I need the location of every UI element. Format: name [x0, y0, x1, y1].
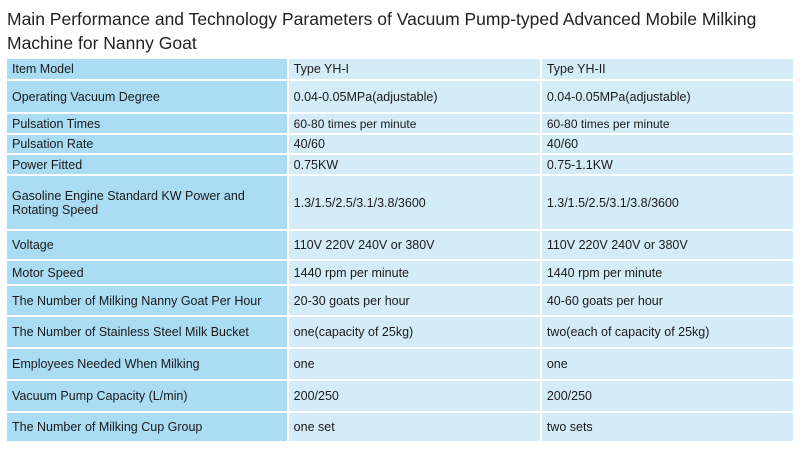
table-row: Pulsation Times 60-80 times per minute 60-…	[5, 112, 796, 135]
parameter-value: 110V 220V 240V or 380V	[286, 229, 542, 261]
parameter-label: Operating Vacuum Degree	[5, 79, 289, 114]
parameter-label: The Number of Milking Nanny Goat Per Hou…	[5, 284, 289, 317]
parameter-value: one set	[286, 411, 542, 443]
parameter-label: Pulsation Rate	[5, 133, 289, 155]
parameter-label: Pulsation Times	[5, 112, 289, 135]
parameter-value: 1.3/1.5/2.5/3.1/3.8/3600	[539, 174, 796, 231]
parameter-value: 60-80 times per minute	[286, 112, 542, 135]
parameter-value: 200/250	[539, 379, 796, 413]
parameter-label: Vacuum Pump Capacity (L/min)	[5, 379, 289, 413]
parameters-table: Item Model Type YH-I Type YH-II Operating V…	[5, 57, 796, 443]
parameter-label: Motor Speed	[5, 259, 289, 286]
parameter-value: one(capacity of 25kg)	[286, 315, 542, 349]
parameter-value: one	[539, 347, 796, 381]
parameter-value: 1.3/1.5/2.5/3.1/3.8/3600	[286, 174, 542, 231]
parameter-value: 40/60	[539, 133, 796, 155]
parameter-label: The Number of Milking Cup Group	[5, 411, 289, 443]
parameter-value: Type YH-II	[539, 57, 796, 81]
parameter-value: 20-30 goats per hour	[286, 284, 542, 317]
parameter-label: Item Model	[5, 57, 289, 81]
page-title: Main Performance and Technology Paramete…	[7, 9, 757, 53]
table-row: Vacuum Pump Capacity (L/min) 200/250 200/2…	[5, 379, 796, 413]
parameter-label: Employees Needed When Milking	[5, 347, 289, 381]
table-row: Motor Speed 1440 rpm per minute 1440 rpm p…	[5, 259, 796, 286]
parameter-label: Voltage	[5, 229, 289, 261]
parameter-value: 40-60 goats per hour	[539, 284, 796, 317]
parameter-label: Power Fitted	[5, 153, 289, 176]
parameter-value: two(each of capacity of 25kg)	[539, 315, 796, 349]
table-row: The Number of Milking Cup Group one set tw…	[5, 411, 796, 443]
parameter-value: one	[286, 347, 542, 381]
parameter-value: 60-80 times per minute	[539, 112, 796, 135]
parameter-value: 0.04-0.05MPa(adjustable)	[286, 79, 542, 114]
parameter-value: two sets	[539, 411, 796, 443]
parameter-value: 0.75KW	[286, 153, 542, 176]
table-row: Operating Vacuum Degree 0.04-0.05MPa(adju…	[5, 79, 796, 114]
parameter-value: 1440 rpm per minute	[539, 259, 796, 286]
table-header-row: Item Model Type YH-I Type YH-II	[5, 57, 796, 81]
parameter-value: 200/250	[286, 379, 542, 413]
parameter-value: Type YH-I	[286, 57, 542, 81]
parameter-label: Gasoline Engine Standard KW Power and Ro…	[5, 174, 289, 231]
table-row: Power Fitted 0.75KW 0.75-1.1KW	[5, 153, 796, 176]
parameter-value: 110V 220V 240V or 380V	[539, 229, 796, 261]
table-row: The Number of Stainless Steel Milk Bucke…	[5, 315, 796, 349]
table-row: The Number of Milking Nanny Goat Per Hou…	[5, 284, 796, 317]
table-row: Voltage 110V 220V 240V or 380V 110V 220V 2…	[5, 229, 796, 261]
table-row: Pulsation Rate 40/60 40/60	[5, 133, 796, 155]
table-row: Gasoline Engine Standard KW Power and Ro…	[5, 174, 796, 231]
parameter-value: 40/60	[286, 133, 542, 155]
parameter-value: 0.04-0.05MPa(adjustable)	[539, 79, 796, 114]
parameter-value: 0.75-1.1KW	[539, 153, 796, 176]
parameter-label: The Number of Stainless Steel Milk Bucke…	[5, 315, 289, 349]
parameter-value: 1440 rpm per minute	[286, 259, 542, 286]
table-row: Employees Needed When Milking one one	[5, 347, 796, 381]
